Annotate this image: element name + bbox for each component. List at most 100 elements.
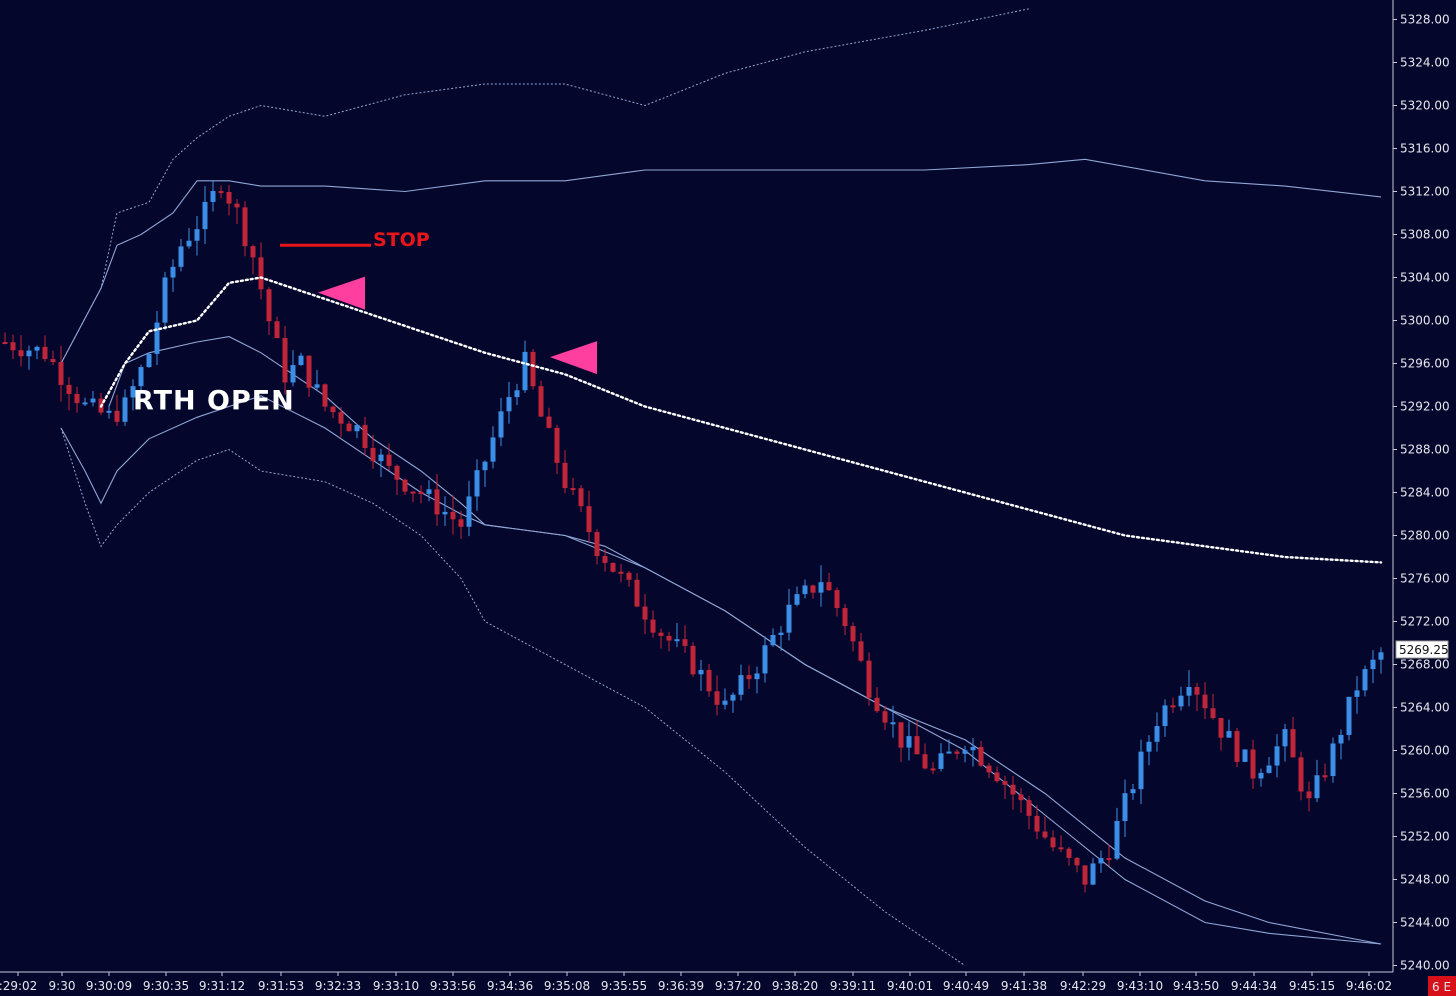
candles bbox=[2, 180, 1384, 893]
candle-body bbox=[1282, 729, 1288, 747]
candle-body bbox=[498, 411, 504, 438]
candle-body bbox=[114, 410, 120, 422]
candle-body bbox=[1090, 863, 1096, 885]
candle-body bbox=[818, 582, 824, 593]
candle-body bbox=[762, 645, 768, 674]
candle-body bbox=[506, 397, 512, 412]
x-tick-label: 9:40:49 bbox=[943, 979, 989, 993]
candle-body bbox=[266, 289, 272, 322]
candle-body bbox=[514, 390, 520, 398]
candle-body bbox=[50, 359, 56, 363]
candle-body bbox=[1346, 696, 1352, 735]
candle-body bbox=[1362, 669, 1368, 691]
candle-body bbox=[1306, 791, 1312, 799]
candle-body bbox=[682, 639, 688, 646]
candle-body bbox=[554, 427, 560, 463]
candle-body bbox=[1322, 775, 1328, 778]
candle-body bbox=[618, 571, 624, 574]
candle-body bbox=[698, 669, 704, 675]
candle-body bbox=[522, 351, 528, 391]
x-tick-label: 9:30:35 bbox=[143, 979, 189, 993]
candle-body bbox=[1098, 858, 1104, 864]
candle-body bbox=[658, 632, 664, 636]
x-tick-label: 9:33:56 bbox=[430, 979, 476, 993]
candle-body bbox=[826, 582, 832, 591]
candle-body bbox=[1242, 749, 1248, 762]
y-tick-label: 5320.00 bbox=[1400, 99, 1450, 113]
y-axis[interactable]: 5328.00 5324.00 5320.00 5316.00 5312.00 5308.… bbox=[1393, 13, 1450, 973]
candle-body bbox=[58, 362, 64, 385]
candle-body bbox=[794, 594, 800, 605]
candle-body bbox=[1146, 741, 1152, 752]
candle-body bbox=[970, 747, 976, 751]
candle-body bbox=[1178, 695, 1184, 707]
candle-body bbox=[146, 353, 152, 368]
candle-body bbox=[330, 406, 336, 413]
candle-body bbox=[1154, 726, 1160, 742]
candle-body bbox=[1002, 781, 1008, 785]
last-price-label: 5269.25 bbox=[1399, 643, 1449, 657]
x-tick-label: 9:42:29 bbox=[1060, 979, 1106, 993]
candle-body bbox=[786, 604, 792, 633]
candle-body bbox=[218, 191, 224, 194]
candle-body bbox=[578, 488, 584, 507]
candle-body bbox=[234, 203, 240, 208]
candle-body bbox=[418, 491, 424, 494]
candle-body bbox=[194, 229, 200, 241]
candle-body bbox=[770, 635, 776, 646]
candle-body bbox=[282, 338, 288, 383]
candle-body bbox=[546, 416, 552, 428]
y-tick-label: 5276.00 bbox=[1400, 572, 1450, 586]
candle-body bbox=[890, 722, 896, 725]
y-tick-label: 5324.00 bbox=[1400, 56, 1450, 70]
x-axis[interactable]: :29:02 9:30 9:30:09 9:30:35 9:31:12 9:31:53 9:… bbox=[0, 972, 1392, 993]
candle-body bbox=[434, 489, 440, 515]
y-tick-label: 5256.00 bbox=[1400, 787, 1450, 801]
candle-body bbox=[34, 346, 40, 351]
candle-body bbox=[858, 641, 864, 661]
candle-body bbox=[1170, 705, 1176, 708]
candle-body bbox=[154, 322, 160, 354]
candle-body bbox=[586, 506, 592, 533]
x-tick-label: 9:43:50 bbox=[1173, 979, 1219, 993]
candle-body bbox=[978, 747, 984, 766]
candle-body bbox=[42, 346, 48, 360]
candle-body bbox=[338, 412, 344, 424]
candle-body bbox=[530, 351, 536, 387]
candle-body bbox=[906, 736, 912, 748]
candle-body bbox=[450, 511, 456, 520]
candle-body bbox=[738, 675, 744, 695]
candle-body bbox=[130, 386, 136, 398]
vwap-line bbox=[99, 276, 1383, 564]
x-tick-label: 9:44:34 bbox=[1231, 979, 1277, 993]
y-tick-label: 5328.00 bbox=[1400, 13, 1450, 27]
candle-body bbox=[1298, 757, 1304, 792]
candle-body bbox=[562, 462, 568, 489]
y-tick-label: 5292.00 bbox=[1400, 400, 1450, 414]
candle-body bbox=[346, 423, 352, 432]
candle-body bbox=[570, 488, 576, 491]
candle-body bbox=[674, 639, 680, 642]
candle-body bbox=[2, 342, 8, 344]
corner-badge-label: 6 E bbox=[1432, 980, 1451, 994]
y-tick-label: 5240.00 bbox=[1400, 959, 1450, 973]
candle-body bbox=[802, 585, 808, 595]
candle-body bbox=[1114, 821, 1120, 859]
candle-body bbox=[322, 384, 328, 407]
candle-body bbox=[1370, 659, 1376, 670]
candle-body bbox=[10, 342, 16, 351]
candle-body bbox=[778, 632, 784, 636]
candle-body bbox=[378, 454, 384, 462]
candle-body bbox=[362, 425, 368, 448]
candle-body bbox=[642, 606, 648, 620]
candle-body bbox=[226, 192, 232, 204]
candle-body bbox=[810, 585, 816, 593]
candle-body bbox=[1194, 686, 1200, 695]
candle-body bbox=[1266, 765, 1272, 773]
candle-body bbox=[690, 645, 696, 675]
y-tick-label: 5316.00 bbox=[1400, 142, 1450, 156]
candle-body bbox=[490, 437, 496, 462]
candle-body bbox=[882, 711, 888, 723]
